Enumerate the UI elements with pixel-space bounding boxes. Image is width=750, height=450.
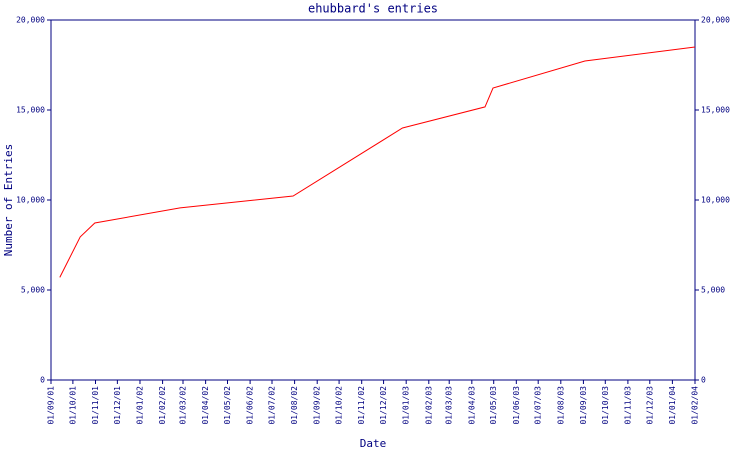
x-tick-label: 01/12/03 [645,386,654,425]
y2-tick-label: 15,000 [701,106,730,115]
y2-tick-label: 20,000 [701,16,730,25]
y2-tick-label: 0 [701,376,706,385]
x-tick-label: 01/12/01 [113,386,122,425]
y2-tick-label: 10,000 [701,196,730,205]
x-tick-label: 01/09/02 [313,386,322,425]
x-tick-label: 01/01/02 [135,386,144,425]
x-tick-label: 01/12/02 [379,386,388,425]
x-tick-label: 01/09/01 [47,386,56,425]
x-tick-label: 01/07/02 [267,386,276,425]
x-tick-label: 01/10/03 [601,386,610,425]
x-axis-label: Date [360,437,387,450]
x-tick-label: 01/10/01 [68,386,77,425]
y-axis-label: Number of Entries [2,144,15,257]
x-tick-label: 01/02/02 [158,386,167,425]
x-tick-label: 01/08/02 [290,386,299,425]
y-tick-label: 0 [40,376,45,385]
x-tick-label: 01/11/01 [91,386,100,425]
x-tick-label: 01/11/03 [623,386,632,425]
x-tick-label: 01/11/02 [357,386,366,425]
x-tick-label: 01/04/03 [467,386,476,425]
y-tick-label: 15,000 [16,106,45,115]
x-tick-label: 01/06/02 [246,386,255,425]
x-tick-label: 01/01/03 [402,386,411,425]
x-tick-label: 01/03/03 [445,386,454,425]
x-tick-label: 01/08/03 [556,386,565,425]
y-tick-label: 5,000 [21,286,45,295]
x-tick-label: 01/06/03 [512,386,521,425]
x-tick-label: 01/05/03 [489,386,498,425]
x-tick-label: 01/02/03 [424,386,433,425]
x-tick-label: 01/04/02 [201,386,210,425]
x-tick-label: 01/03/02 [179,386,188,425]
x-tick-label: 01/07/03 [534,386,543,425]
x-tick-label: 01/09/03 [579,386,588,425]
y-tick-label: 10,000 [16,196,45,205]
x-tick-label: 01/05/02 [223,386,232,425]
plot-frame [50,19,696,381]
x-tick-label: 01/02/04 [691,386,700,425]
y-tick-label: 20,000 [16,16,45,25]
x-tick-label: 01/01/04 [668,386,677,425]
x-tick-label: 01/10/02 [335,386,344,425]
y2-tick-label: 5,000 [701,286,725,295]
data-line [59,46,696,278]
chart-title: ehubbard's entries [308,2,438,16]
